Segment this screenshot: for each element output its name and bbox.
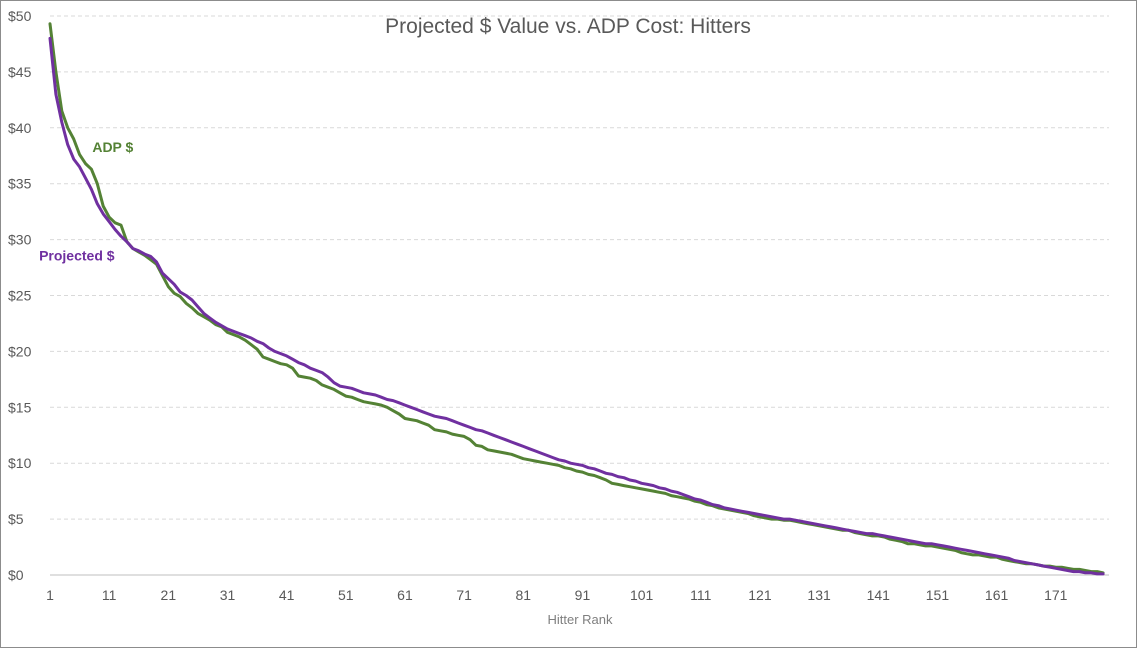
- y-tick-label: $50: [8, 8, 32, 24]
- x-tick-label: 91: [575, 587, 591, 603]
- y-tick-label: $30: [8, 232, 32, 248]
- x-tick-label: 111: [690, 587, 711, 603]
- series-labels: ADP $ Projected $: [39, 139, 133, 263]
- x-axis-label: Hitter Rank: [547, 612, 613, 627]
- series-line-adp: [48, 22, 1105, 575]
- y-tick-label: $0: [8, 567, 24, 583]
- x-tick-label: 81: [516, 587, 532, 603]
- x-tick-label: 41: [279, 587, 295, 603]
- x-tick-label: 161: [985, 587, 1009, 603]
- y-tick-label: $5: [8, 511, 24, 527]
- y-tick-label: $25: [8, 288, 32, 304]
- x-tick-label: 151: [926, 587, 950, 603]
- x-tick-label: 11: [102, 587, 117, 603]
- series-line-projected: [48, 36, 1105, 576]
- x-tick-label: 131: [807, 587, 831, 603]
- x-tick-label: 121: [748, 587, 772, 603]
- x-tick-label: 171: [1044, 587, 1068, 603]
- series-label-projected: Projected $: [39, 247, 115, 263]
- series-label-adp: ADP $: [92, 139, 133, 155]
- y-tick-label: $20: [8, 343, 32, 359]
- y-tick-label: $40: [8, 120, 32, 136]
- x-tick-label: 61: [397, 587, 413, 603]
- gridlines: [50, 15, 1109, 576]
- y-tick-label: $15: [8, 399, 32, 415]
- x-axis-ticks: 1 11 21 31 41 51 61 71 81 91 101 111 121 131 141 151 161…: [46, 587, 1068, 603]
- y-tick-label: $10: [8, 455, 32, 471]
- x-tick-label: 141: [867, 587, 891, 603]
- x-tick-label: 101: [630, 587, 654, 603]
- series-lines: [48, 22, 1105, 576]
- chart-title: Projected $ Value vs. ADP Cost: Hitters: [385, 15, 751, 38]
- x-tick-label: 71: [456, 587, 472, 603]
- x-tick-label: 31: [220, 587, 236, 603]
- y-tick-label: $45: [8, 64, 32, 80]
- x-tick-label: 1: [46, 587, 54, 603]
- x-tick-label: 21: [161, 587, 177, 603]
- y-tick-label: $35: [8, 176, 32, 192]
- x-tick-label: 51: [338, 587, 354, 603]
- y-axis-ticks: $0 $5 $10 $15 $20 $25 $30 $35 $40 $45 $50: [8, 8, 32, 583]
